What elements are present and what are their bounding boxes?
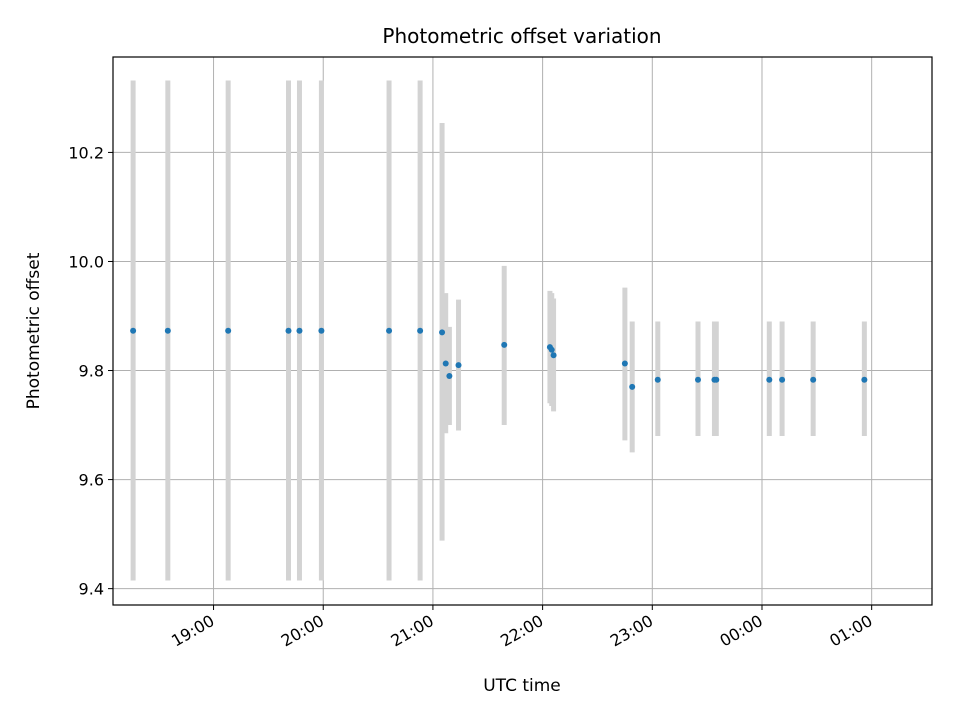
- data-point: [446, 372, 453, 379]
- data-point: [439, 329, 446, 336]
- data-point: [318, 327, 325, 334]
- y-tick-label: 9.6: [79, 471, 104, 490]
- x-tick-label: 21:00: [387, 611, 436, 651]
- x-axis-ticks: 19:00 20:00 21:00 22:00 23:00 00:00 01:00: [168, 605, 876, 651]
- x-tick-label: 22:00: [497, 611, 546, 651]
- data-point: [621, 360, 628, 367]
- y-axis-label: Photometric offset: [24, 252, 44, 409]
- data-point: [455, 362, 462, 369]
- x-tick-label: 00:00: [717, 611, 766, 651]
- x-tick-label: 19:00: [168, 611, 217, 651]
- chart-title: Photometric offset variation: [382, 24, 661, 48]
- x-tick-label: 01:00: [826, 611, 875, 651]
- data-point: [442, 360, 449, 367]
- data-point: [285, 327, 292, 334]
- y-tick-label: 9.8: [79, 362, 104, 381]
- y-tick-label: 9.4: [79, 580, 104, 599]
- y-axis-ticks: 9.4 9.6 9.8 10.0 10.2: [68, 143, 113, 599]
- x-tick-label: 20:00: [278, 611, 327, 651]
- data-point: [501, 341, 508, 348]
- x-tick-label: 23:00: [607, 611, 656, 651]
- data-points: [130, 327, 868, 390]
- data-point: [550, 352, 557, 359]
- data-point: [695, 376, 701, 383]
- plot-frame: [112, 56, 933, 606]
- data-point: [861, 376, 868, 383]
- data-point: [810, 376, 817, 383]
- data-point: [713, 376, 720, 383]
- error-bars: [130, 80, 867, 581]
- data-point: [225, 327, 232, 334]
- data-point: [766, 376, 773, 383]
- data-point: [654, 376, 661, 383]
- data-point: [417, 327, 424, 334]
- data-point: [386, 327, 393, 334]
- data-point: [130, 327, 137, 334]
- data-point: [296, 327, 303, 334]
- data-point: [548, 346, 555, 353]
- grid-lines: [113, 57, 932, 605]
- y-tick-label: 10.0: [68, 252, 104, 271]
- data-point: [629, 383, 636, 390]
- x-axis-label: UTC time: [483, 676, 561, 696]
- data-point: [164, 327, 171, 334]
- data-point: [779, 376, 786, 383]
- y-tick-label: 10.2: [68, 143, 104, 162]
